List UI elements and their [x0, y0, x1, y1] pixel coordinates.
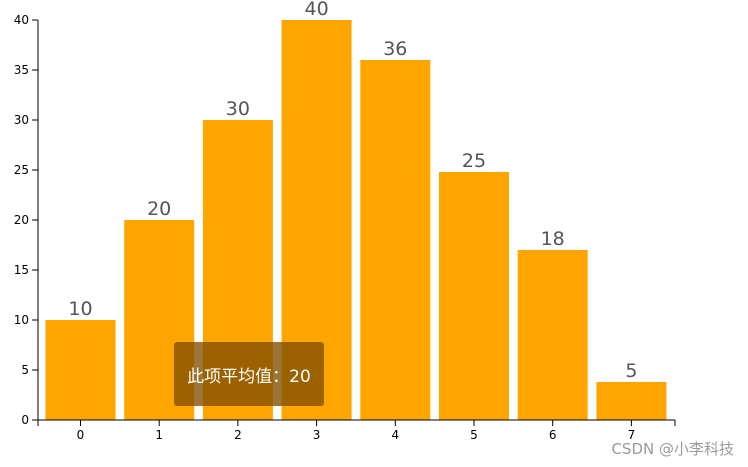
data-label-0: 10 [68, 298, 92, 320]
y-tick-label-30: 30 [14, 113, 29, 127]
bar-6[interactable] [517, 250, 588, 420]
x-tick-label-2: 2 [234, 428, 242, 442]
bar-0[interactable] [45, 320, 116, 420]
y-tick-label-25: 25 [14, 163, 29, 177]
y-tick-label-40: 40 [14, 13, 29, 27]
data-label-3: 40 [305, 0, 329, 20]
watermark: CSDN @小李科技 [611, 440, 734, 458]
data-label-1: 20 [147, 198, 171, 220]
y-tick-label-35: 35 [14, 63, 29, 77]
x-tick-label-3: 3 [313, 428, 321, 442]
x-tick-label-6: 6 [549, 428, 557, 442]
tooltip: 此项平均值：20 [174, 342, 324, 406]
data-label-5: 25 [462, 150, 486, 172]
x-axis: 0 1 2 3 4 5 6 7 [37, 419, 676, 442]
data-label-6: 18 [541, 228, 565, 250]
y-tick-label-0: 0 [21, 413, 29, 427]
y-tick-label-10: 10 [14, 313, 29, 327]
tooltip-text: 此项平均值：20 [187, 366, 311, 387]
x-tick-label-7: 7 [628, 428, 636, 442]
bars-layer [45, 20, 667, 420]
data-label-4: 36 [383, 38, 407, 60]
data-label-7: 5 [625, 360, 637, 382]
data-labels-layer: 10 20 30 40 36 25 18 5 [68, 0, 637, 382]
y-tick-label-20: 20 [14, 213, 29, 227]
y-tick-label-5: 5 [21, 363, 29, 377]
x-tick-label-0: 0 [77, 428, 85, 442]
bar-7[interactable] [596, 382, 667, 420]
y-axis: 0 5 10 15 20 25 30 35 40 [14, 13, 39, 427]
y-tick-label-15: 15 [14, 263, 29, 277]
x-tick-label-5: 5 [470, 428, 478, 442]
x-tick-label-1: 1 [155, 428, 163, 442]
bar-5[interactable] [439, 172, 509, 420]
bar-4[interactable] [360, 60, 431, 420]
data-label-2: 30 [226, 98, 250, 120]
x-tick-label-4: 4 [391, 428, 399, 442]
